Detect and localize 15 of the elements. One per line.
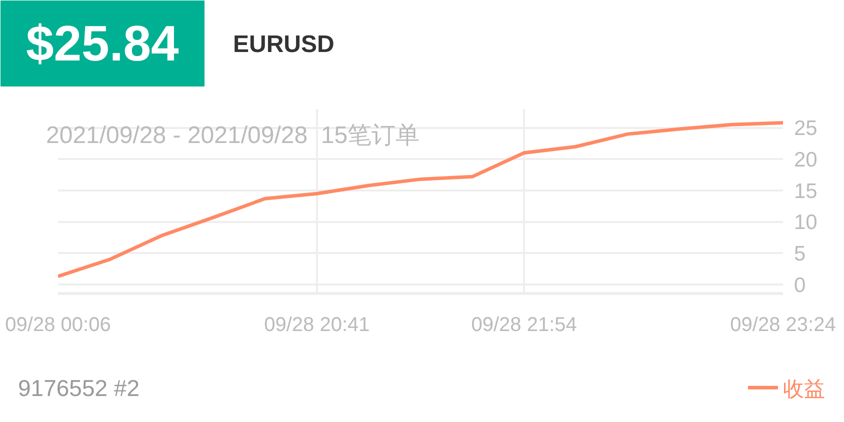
x-tick-label: 09/28 20:41	[264, 314, 370, 336]
x-tick-label: 09/28 21:54	[471, 314, 577, 336]
y-tick-label: 20	[794, 148, 818, 172]
y-tick-label: 0	[794, 274, 806, 297]
legend-label: 收益	[783, 378, 825, 401]
y-tick-label: 15	[794, 180, 818, 203]
chart-subtitle: EURUSD	[233, 31, 334, 58]
chart-title: $25.84	[26, 16, 180, 72]
y-tick-label: 5	[794, 242, 806, 266]
y-tick-label: 10	[794, 211, 818, 234]
text: 9176552 #2	[18, 375, 140, 401]
x-tick-label: 09/28 23:24	[730, 314, 836, 336]
y-tick-label: 25	[794, 117, 818, 140]
x-tick-label: 09/28 00:06	[5, 314, 111, 336]
annotation: 2021/09/28 - 2021/09/28 15笔订单	[46, 122, 420, 149]
